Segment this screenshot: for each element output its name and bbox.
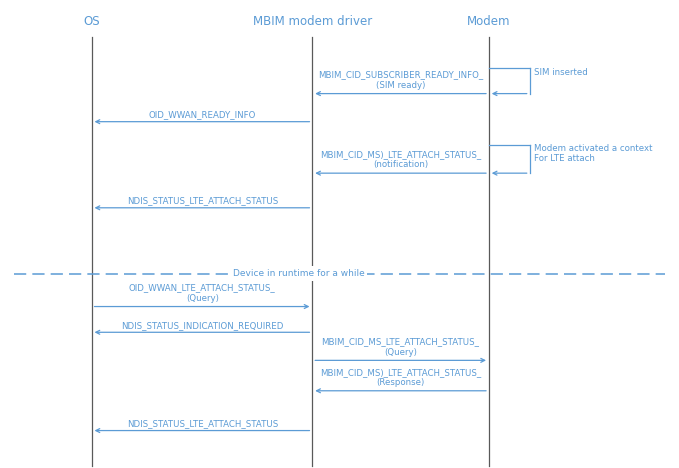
Text: MBIM_CID_MS_LTE_ATTACH_STATUS_
(Query): MBIM_CID_MS_LTE_ATTACH_STATUS_ (Query) — [322, 337, 479, 357]
Text: MBIM modem driver: MBIM modem driver — [253, 15, 372, 28]
Text: MBIM_CID_SUBSCRIBER_READY_INFO_
(SIM ready): MBIM_CID_SUBSCRIBER_READY_INFO_ (SIM rea… — [318, 71, 483, 90]
Text: SIM inserted: SIM inserted — [534, 68, 588, 77]
Text: NDIS_STATUS_LTE_ATTACH_STATUS: NDIS_STATUS_LTE_ATTACH_STATUS — [127, 419, 278, 428]
Text: NDIS_STATUS_LTE_ATTACH_STATUS: NDIS_STATUS_LTE_ATTACH_STATUS — [127, 197, 278, 205]
Text: MBIM_CID_MS)_LTE_ATTACH_STATUS_
(notification): MBIM_CID_MS)_LTE_ATTACH_STATUS_ (notific… — [320, 150, 481, 169]
Text: MBIM_CID_MS)_LTE_ATTACH_STATUS_
(Response): MBIM_CID_MS)_LTE_ATTACH_STATUS_ (Respons… — [320, 368, 481, 387]
Text: Modem: Modem — [467, 15, 511, 28]
Text: Device in runtime for a while: Device in runtime for a while — [233, 269, 365, 278]
Text: OS: OS — [84, 15, 100, 28]
Text: OID_WWAN_LTE_ATTACH_STATUS_
(Query): OID_WWAN_LTE_ATTACH_STATUS_ (Query) — [129, 284, 276, 303]
Text: NDIS_STATUS_INDICATION_REQUIRED: NDIS_STATUS_INDICATION_REQUIRED — [121, 321, 284, 330]
Text: OID_WWAN_READY_INFO: OID_WWAN_READY_INFO — [149, 110, 256, 119]
Text: Modem activated a context
For LTE attach: Modem activated a context For LTE attach — [534, 144, 653, 163]
